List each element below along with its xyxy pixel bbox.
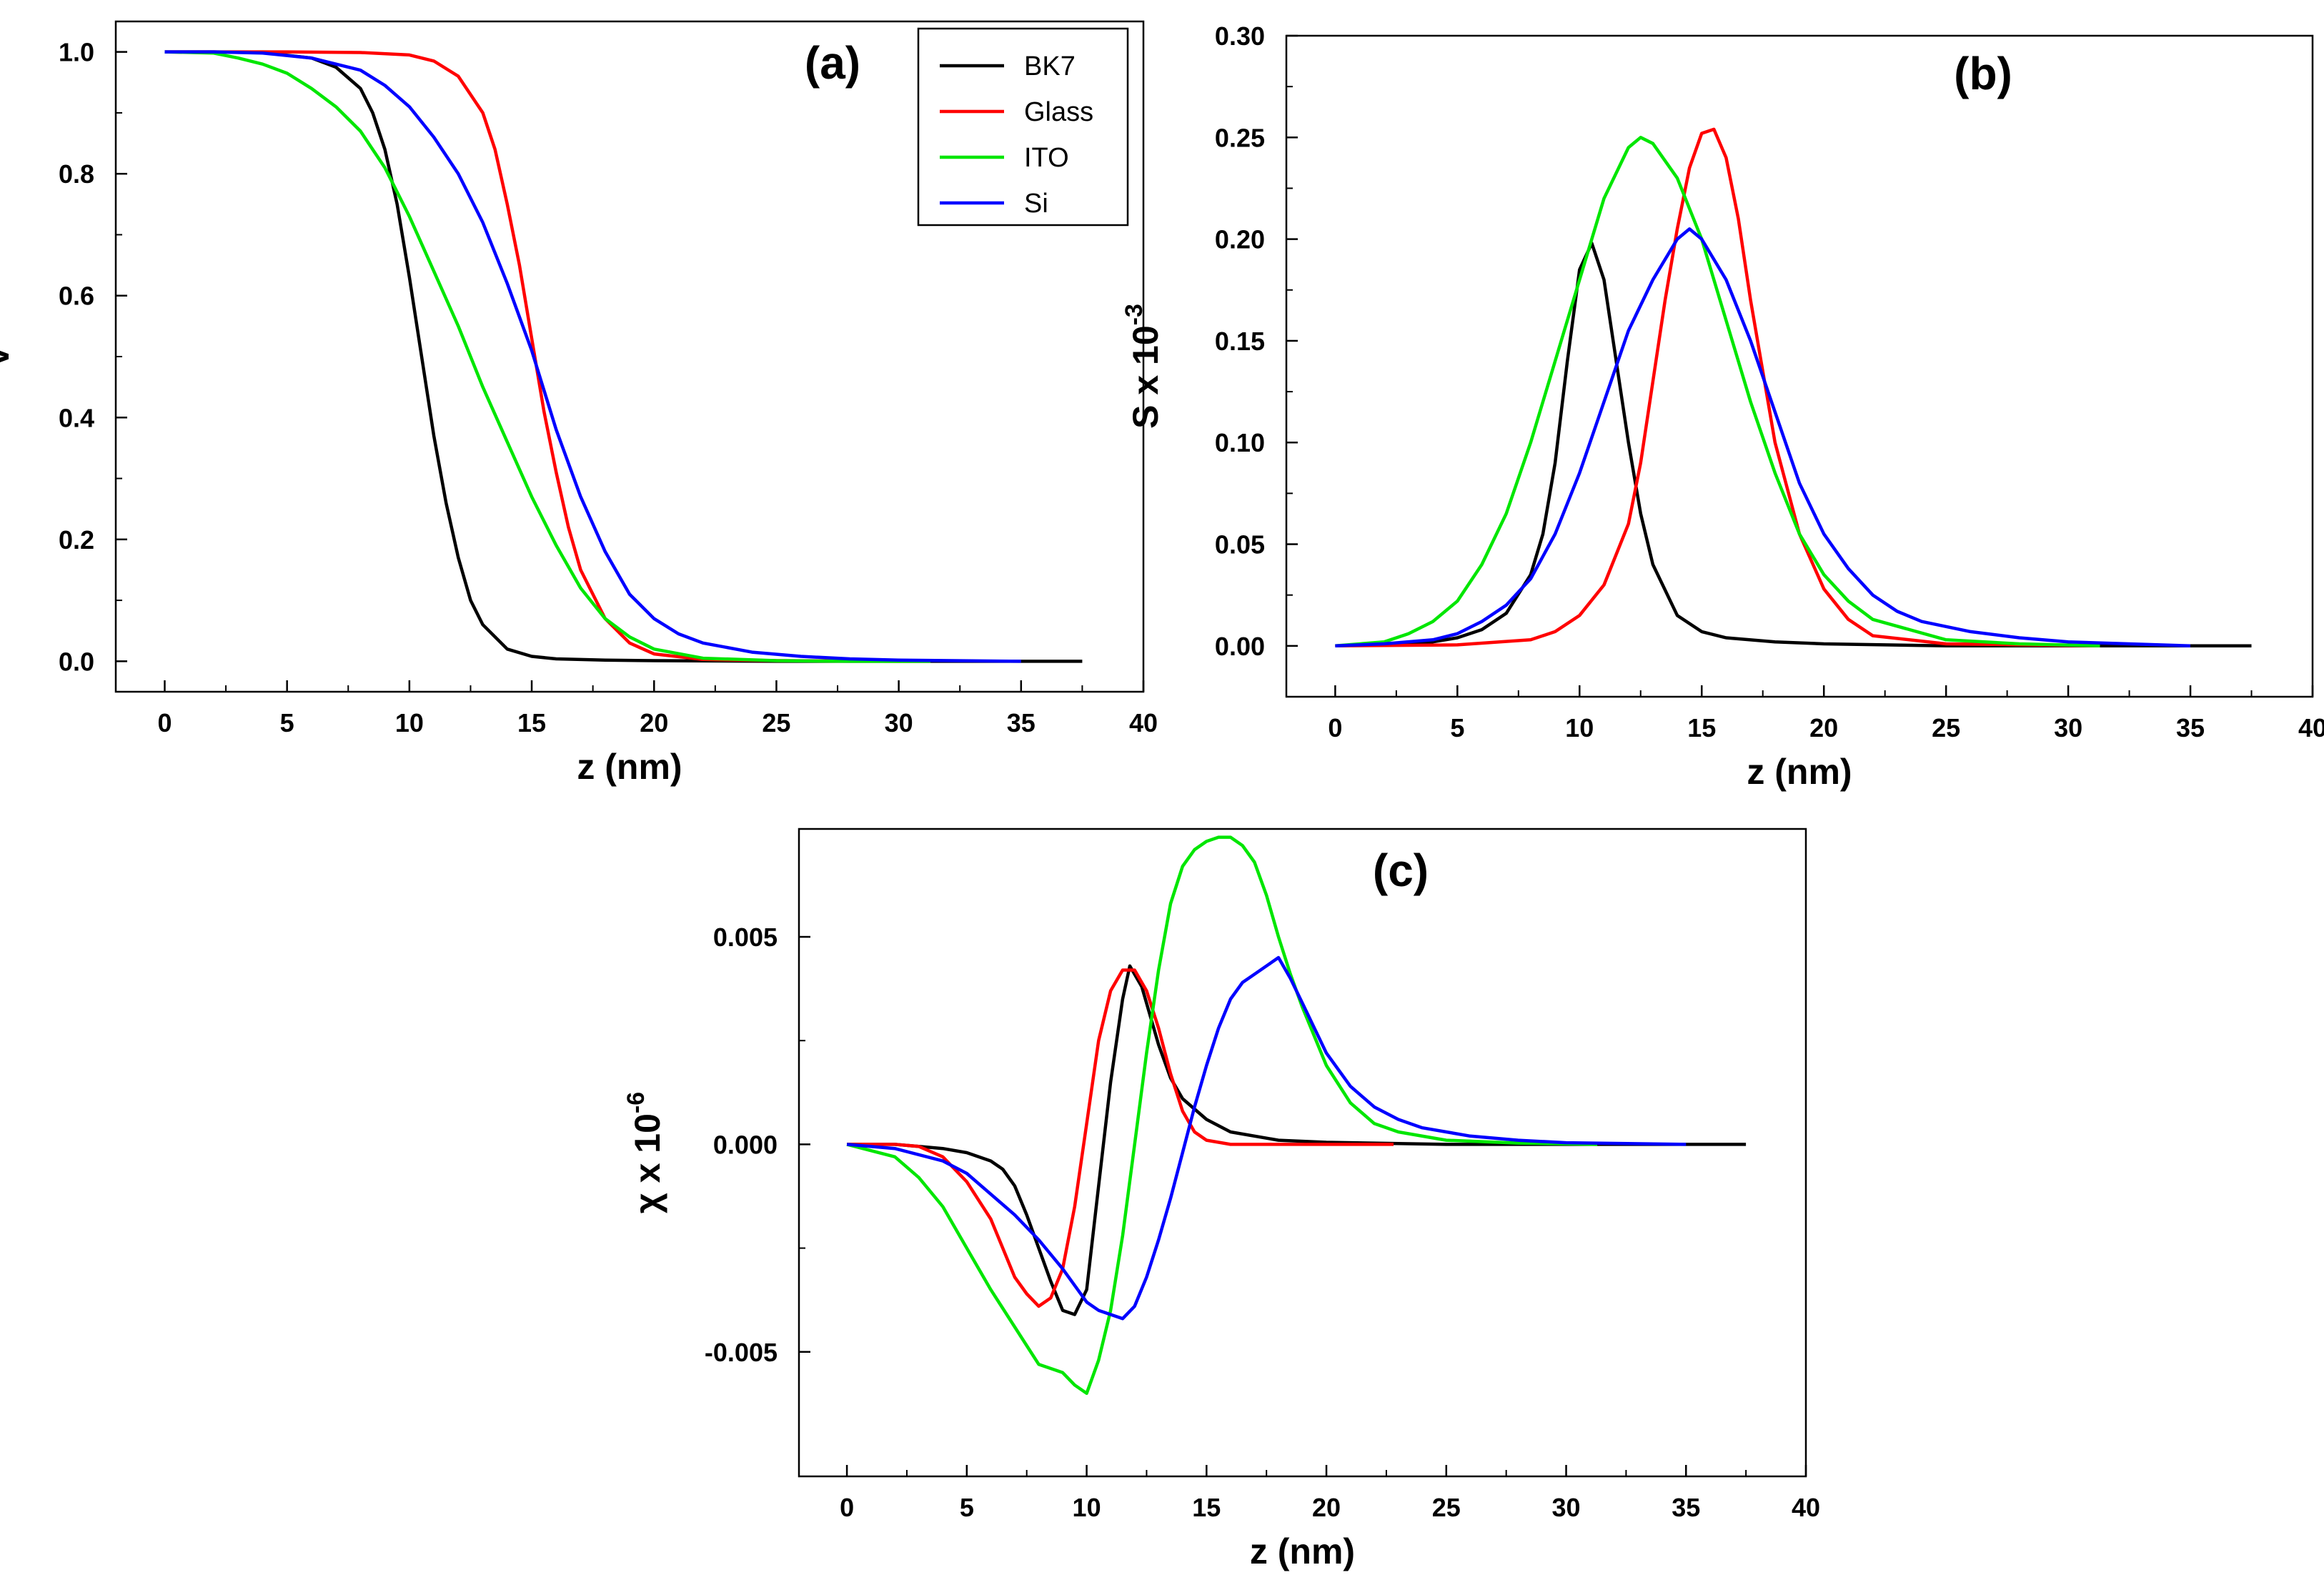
x-tick-label-b: 40 <box>2298 713 2324 742</box>
panel-label-c: (c) <box>1373 845 1429 896</box>
x-tick-label-a: 25 <box>762 708 790 737</box>
y-tick-label-c: 0.005 <box>713 923 778 952</box>
x-tick-label-c: 15 <box>1192 1493 1221 1522</box>
x-axis-title-c: z (nm) <box>1250 1531 1355 1571</box>
y-tick-label-b: 0.15 <box>1215 327 1265 356</box>
x-tick-label-b: 10 <box>1565 713 1594 742</box>
series-line-glass-a <box>164 50 931 663</box>
y-tick-label-a: 0.4 <box>59 403 94 432</box>
y-tick-label-c: 0.000 <box>713 1130 778 1159</box>
y-tick-label-a: 0.8 <box>59 159 94 189</box>
y-axis-title-group-a: V <box>0 344 16 369</box>
y-axis-title-c: χ x 10-6 <box>622 1092 667 1213</box>
y-tick-label-b: 0.10 <box>1215 428 1265 457</box>
x-tick-label-c: 25 <box>1432 1493 1461 1522</box>
legend-label-si: Si <box>1024 189 1048 219</box>
y-tick-label-a: 0.0 <box>59 647 94 676</box>
series-line-ito-b <box>1335 136 2100 648</box>
legend-a: BK7 Glass ITO Si <box>917 27 1129 227</box>
chart-panel-b: 0 5 10 15 20 25 30 35 40 0.00 0.05 0.10 0.15 0.20 0.25… <box>1121 21 2324 792</box>
x-tick-label-a: 20 <box>640 708 668 737</box>
x-tick-label-b: 15 <box>1687 713 1716 742</box>
x-tick-label-c: 20 <box>1312 1493 1341 1522</box>
panel-label-b: (b) <box>1954 48 2012 99</box>
x-tick-label-c: 35 <box>1672 1493 1700 1522</box>
series-line-ito-c <box>846 835 1598 1396</box>
chart-panel-a: 0 5 10 15 20 25 30 35 40 0.0 0.2 0.4 0.6 0.8 1.0 z (nm)… <box>0 20 1158 787</box>
y-axis-title-main-a: V <box>0 344 16 369</box>
y-axis-title-a: V <box>0 344 16 369</box>
y-axis-title-exponent-c: -6 <box>622 1092 650 1113</box>
y-axis-title-exponent-b: -3 <box>1121 304 1148 325</box>
x-tick-label-b: 0 <box>1328 713 1342 742</box>
x-tick-label-b: 5 <box>1450 713 1464 742</box>
x-tick-label-a: 30 <box>885 708 913 737</box>
series-line-si-c <box>846 955 1687 1321</box>
x-tick-label-c: 5 <box>960 1493 974 1522</box>
series-line-bk7-a <box>164 50 1083 663</box>
x-tick-label-c: 0 <box>840 1493 854 1522</box>
y-tick-label-a: 0.2 <box>59 525 94 555</box>
x-tick-label-c: 10 <box>1073 1493 1101 1522</box>
x-tick-label-b: 35 <box>2176 713 2205 742</box>
x-tick-label-c: 40 <box>1792 1493 1820 1522</box>
series-line-si-b <box>1335 227 2191 648</box>
legend-label-ito: ITO <box>1024 143 1069 173</box>
x-tick-label-b: 20 <box>1809 713 1838 742</box>
panel-label-a: (a) <box>805 37 860 89</box>
y-tick-label-b: 0.05 <box>1215 530 1265 560</box>
y-tick-label-b: 0.00 <box>1215 632 1265 661</box>
x-tick-label-a: 35 <box>1007 708 1036 737</box>
plot-frame-c <box>798 828 1807 1478</box>
y-tick-label-a: 0.6 <box>59 282 94 311</box>
x-tick-label-a: 0 <box>157 708 172 737</box>
legend-label-glass: Glass <box>1024 97 1093 127</box>
y-tick-label-c: -0.005 <box>705 1338 778 1367</box>
series-line-si-a <box>164 50 1021 663</box>
y-axis-title-group-b: S x 10-3 <box>1121 304 1166 429</box>
x-tick-label-a: 40 <box>1129 708 1158 737</box>
series-line-glass-b <box>1335 127 2100 648</box>
y-tick-label-b: 0.30 <box>1215 21 1265 51</box>
y-axis-title-b: S x 10-3 <box>1121 304 1166 429</box>
series-line-bk7-b <box>1335 242 2252 648</box>
x-tick-label-a: 10 <box>395 708 424 737</box>
x-axis-title-a: z (nm) <box>577 747 682 787</box>
x-tick-label-a: 5 <box>280 708 294 737</box>
y-axis-title-main-b: S x 10 <box>1126 325 1166 429</box>
plot-frame-b <box>1285 34 2314 698</box>
x-tick-label-b: 25 <box>1932 713 1960 742</box>
y-tick-label-b: 0.25 <box>1215 123 1265 152</box>
legend-label-bk7: BK7 <box>1024 51 1076 81</box>
series-line-bk7-c <box>847 964 1747 1316</box>
x-tick-label-a: 15 <box>517 708 546 737</box>
y-axis-title-main-c: χ x 10 <box>627 1113 667 1213</box>
legend-box <box>917 27 1129 227</box>
y-tick-label-a: 1.0 <box>59 38 94 67</box>
y-axis-title-group-c: χ x 10-6 <box>622 1092 667 1213</box>
chart-panel-c: 0 5 10 15 20 25 30 35 40 -0.005 0.000 0.005 z (nm) χ … <box>622 828 1820 1571</box>
x-tick-label-b: 30 <box>2054 713 2082 742</box>
x-axis-title-b: z (nm) <box>1747 752 1852 792</box>
x-tick-label-c: 30 <box>1552 1493 1581 1522</box>
series-line-ito-a <box>164 50 931 663</box>
y-tick-label-b: 0.20 <box>1215 225 1265 254</box>
